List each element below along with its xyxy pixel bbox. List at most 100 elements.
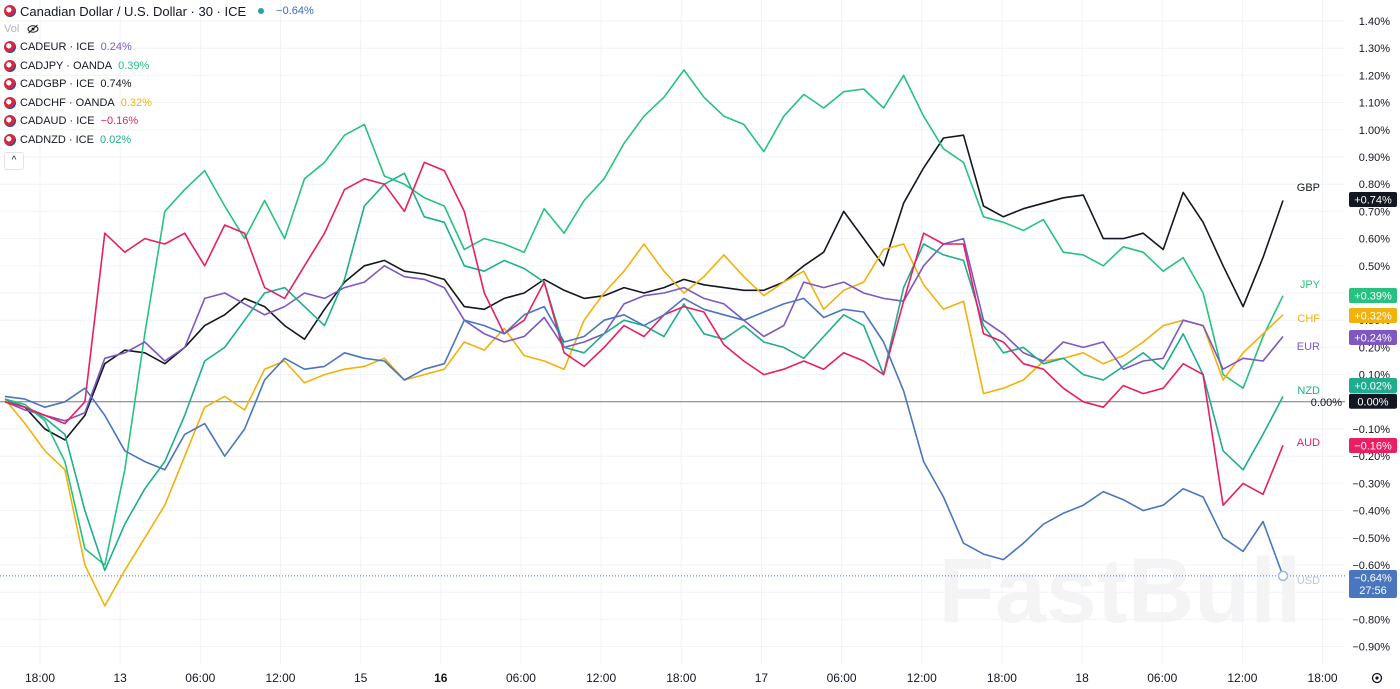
series-line-jpy <box>4 69 1284 566</box>
y-tick-label: 0.80% <box>1359 179 1390 191</box>
y-tick-label: −0.80% <box>1352 614 1390 626</box>
flag-icon <box>4 59 16 72</box>
flag-icon <box>4 5 16 17</box>
series-value-tag-usd <box>1349 570 1397 598</box>
legend-value: 0.39% <box>118 59 150 72</box>
legend-symbol: CADAUD · ICE <box>20 115 95 128</box>
zero-value-text: 0.00% <box>1357 396 1388 408</box>
x-tick-label: 12:00 <box>265 671 295 685</box>
legend-value: 0.02% <box>99 133 132 146</box>
x-tick-label: 15 <box>354 671 368 685</box>
chart-title: Canadian Dollar / U.S. Dollar · 30 · ICE <box>20 3 247 19</box>
flag-icon <box>4 41 16 54</box>
x-tick-label: 12:00 <box>1227 671 1257 685</box>
series-line-gbp <box>4 134 1284 441</box>
series-value-text-jpy: +0.39% <box>1354 291 1392 303</box>
y-tick-label: 0.20% <box>1359 342 1390 354</box>
legend-value: 0.32% <box>120 96 152 109</box>
gear-icon[interactable] <box>1371 672 1383 684</box>
y-tick-label: −0.20% <box>1352 451 1390 463</box>
series-end-marker <box>1277 570 1289 582</box>
series-line-aud <box>4 161 1284 507</box>
legend-symbol: CADJPY · OANDA <box>20 59 113 72</box>
x-tick-label: 18:00 <box>987 671 1017 685</box>
y-tick-label: −0.60% <box>1352 560 1390 572</box>
x-tick-label: 17 <box>755 671 769 685</box>
series-label-chf: CHF <box>1297 313 1320 325</box>
legend-item[interactable]: CADCHF · OANDA 0.32% <box>4 94 314 113</box>
series-label-nzd: NZD <box>1297 385 1320 397</box>
flag-icon <box>4 115 16 128</box>
zero-value-tag <box>1349 393 1397 409</box>
legend-item[interactable]: CADJPY · OANDA 0.39% <box>4 57 314 76</box>
eye-hidden-icon[interactable] <box>27 24 39 34</box>
legend-value: −0.16% <box>100 115 139 128</box>
series-line-chf <box>4 243 1284 607</box>
y-tick-label: 1.10% <box>1359 98 1390 110</box>
y-tick-label: 0.90% <box>1359 152 1390 164</box>
market-status-dot-icon <box>258 8 265 14</box>
chart-legend: Canadian Dollar / U.S. Dollar · 30 · ICE… <box>4 2 314 149</box>
y-tick-label: 0.70% <box>1359 206 1390 218</box>
flag-icon <box>4 133 16 146</box>
volume-label: Vol <box>4 23 20 35</box>
flag-icon <box>4 96 16 109</box>
series-value-tag-aud <box>1349 438 1397 453</box>
y-tick-label: 1.00% <box>1359 125 1390 137</box>
watermark-text: FastBull <box>939 540 1302 642</box>
y-tick-label: 0.60% <box>1359 234 1390 246</box>
x-tick-label: 12:00 <box>907 671 937 685</box>
x-tick-label: 06:00 <box>185 671 215 685</box>
flag-icon <box>4 78 16 91</box>
series-value-tag-nzd <box>1349 378 1397 393</box>
y-tick-label: −0.10% <box>1352 424 1390 436</box>
zero-label: 0.00% <box>1311 397 1342 409</box>
x-tick-label: 18:00 <box>1308 671 1338 685</box>
series-value-text-chf: +0.32% <box>1354 311 1392 323</box>
series-value-tag-jpy <box>1349 288 1397 303</box>
x-tick-label: 06:00 <box>1147 671 1177 685</box>
series-value-text-aud: −0.16% <box>1354 441 1392 453</box>
x-tick-label: 18:00 <box>25 671 55 685</box>
legend-item[interactable]: CADNZD · ICE 0.02% <box>4 131 314 150</box>
legend-symbol: CADCHF · OANDA <box>20 96 115 109</box>
x-tick-label: 18:00 <box>666 671 696 685</box>
main-change: −0.64% <box>276 5 314 17</box>
gear-icon-center <box>1375 676 1379 680</box>
y-tick-label: 1.40% <box>1359 16 1390 28</box>
series-value-text-nzd: +0.02% <box>1354 381 1392 393</box>
legend-value: 0.74% <box>100 78 132 91</box>
x-tick-label: 13 <box>113 671 127 685</box>
series-label-eur: EUR <box>1297 341 1320 353</box>
legend-item[interactable]: CADGBP · ICE 0.74% <box>4 75 314 94</box>
series-value-text-eur: +0.24% <box>1354 333 1392 345</box>
x-tick-label: 16 <box>434 671 448 685</box>
series-value-tag-eur <box>1349 330 1397 345</box>
volume-row[interactable]: Vol <box>4 20 314 38</box>
legend-item[interactable]: CADAUD · ICE −0.16% <box>4 112 314 131</box>
series-label-jpy: JPY <box>1300 279 1321 291</box>
legend-symbol: CADEUR · ICE <box>20 41 95 54</box>
series-value-tag-gbp <box>1349 192 1397 207</box>
collapse-legend-button[interactable]: ^ <box>4 152 24 170</box>
x-tick-label: 06:00 <box>827 671 857 685</box>
series-label-aud: AUD <box>1297 437 1320 449</box>
series-line-usd <box>4 297 1284 577</box>
y-tick-label: −0.90% <box>1352 642 1390 654</box>
series-value-tag-chf <box>1349 308 1397 323</box>
series-value-text-gbp: +0.74% <box>1354 195 1392 207</box>
y-tick-label: −0.50% <box>1352 533 1390 545</box>
y-tick-label: 0.50% <box>1359 261 1390 273</box>
series-label-gbp: GBP <box>1297 182 1320 194</box>
y-tick-label: 1.30% <box>1359 43 1390 55</box>
legend-value: 0.24% <box>100 41 132 54</box>
legend-item[interactable]: CADEUR · ICE 0.24% <box>4 38 314 57</box>
series-line-eur <box>4 237 1284 422</box>
x-tick-label: 06:00 <box>506 671 536 685</box>
countdown-timer: 27:56 <box>1359 585 1387 597</box>
x-tick-label: 12:00 <box>586 671 616 685</box>
y-tick-label: −0.30% <box>1352 478 1390 490</box>
x-tick-label: 18 <box>1075 671 1089 685</box>
series-value-text-usd: −0.64% <box>1354 573 1392 585</box>
